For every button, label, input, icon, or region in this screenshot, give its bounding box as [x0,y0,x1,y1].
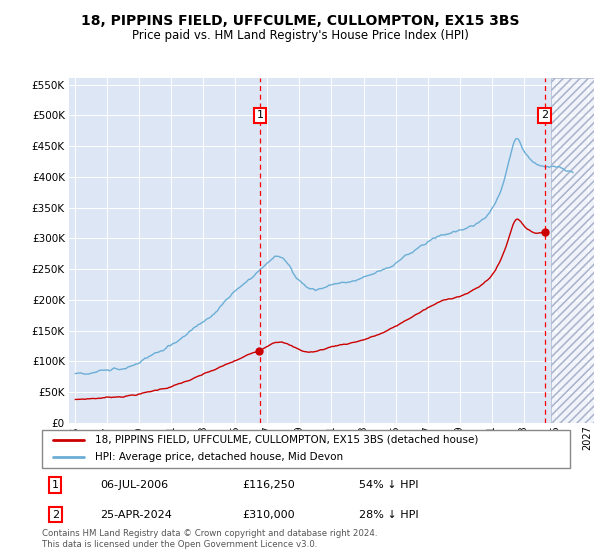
Bar [551,78,600,423]
Text: 54% ↓ HPI: 54% ↓ HPI [359,480,418,490]
Text: 18, PIPPINS FIELD, UFFCULME, CULLOMPTON, EX15 3BS: 18, PIPPINS FIELD, UFFCULME, CULLOMPTON,… [81,14,519,28]
Bar [551,78,600,423]
Text: 2: 2 [541,110,548,120]
Text: Price paid vs. HM Land Registry's House Price Index (HPI): Price paid vs. HM Land Registry's House … [131,29,469,42]
Text: £310,000: £310,000 [242,510,295,520]
Text: 1: 1 [257,110,263,120]
Text: HPI: Average price, detached house, Mid Devon: HPI: Average price, detached house, Mid … [95,452,343,463]
FancyBboxPatch shape [42,430,570,468]
Text: £116,250: £116,250 [242,480,295,490]
Text: 2: 2 [52,510,59,520]
Text: 06-JUL-2006: 06-JUL-2006 [100,480,168,490]
Text: 1: 1 [52,480,59,490]
Text: 28% ↓ HPI: 28% ↓ HPI [359,510,418,520]
Text: 25-APR-2024: 25-APR-2024 [100,510,172,520]
Text: 18, PIPPINS FIELD, UFFCULME, CULLOMPTON, EX15 3BS (detached house): 18, PIPPINS FIELD, UFFCULME, CULLOMPTON,… [95,435,478,445]
Text: Contains HM Land Registry data © Crown copyright and database right 2024.
This d: Contains HM Land Registry data © Crown c… [42,529,377,549]
